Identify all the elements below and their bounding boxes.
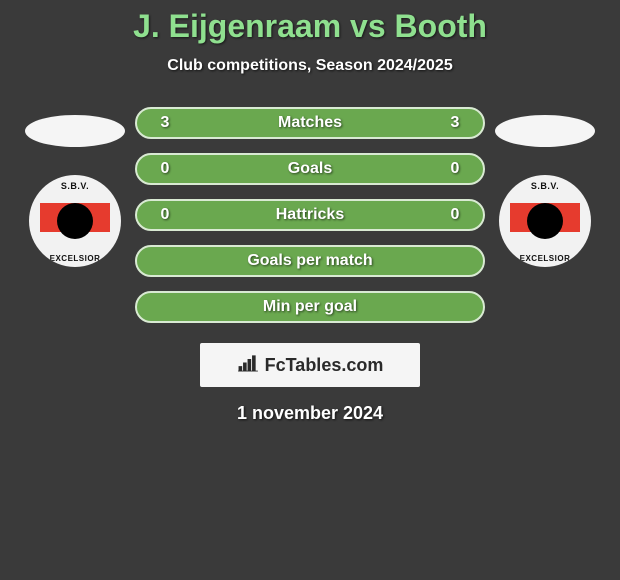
comparison-body: S.B.V. EXCELSIOR 3 Matches 3 0 Goals 0 0 Hattri… bbox=[0, 107, 620, 323]
left-player-column: S.B.V. EXCELSIOR bbox=[15, 107, 135, 267]
stat-pill: 0 Goals 0 bbox=[135, 153, 485, 185]
stat-label: Goals per match bbox=[247, 252, 372, 270]
crest-top-text: S.B.V. bbox=[29, 181, 121, 191]
stat-right-value: 0 bbox=[445, 160, 465, 178]
left-player-photo-placeholder bbox=[25, 115, 125, 147]
stat-pill: Min per goal bbox=[135, 291, 485, 323]
stat-pill: 0 Hattricks 0 bbox=[135, 199, 485, 231]
stat-right-value: 0 bbox=[445, 206, 465, 224]
stat-label: Min per goal bbox=[263, 298, 357, 316]
stat-pill: 3 Matches 3 bbox=[135, 107, 485, 139]
left-club-crest: S.B.V. EXCELSIOR bbox=[29, 175, 121, 267]
right-club-crest: S.B.V. EXCELSIOR bbox=[499, 175, 591, 267]
crest-top-text: S.B.V. bbox=[499, 181, 591, 191]
comparison-title: J. Eijgenraam vs Booth bbox=[133, 8, 487, 45]
right-player-column: S.B.V. EXCELSIOR bbox=[485, 107, 605, 267]
stat-left-value: 0 bbox=[155, 160, 175, 178]
stat-label: Hattricks bbox=[276, 206, 344, 224]
watermark-badge: FcTables.com bbox=[200, 343, 420, 387]
stat-right-value: 3 bbox=[445, 114, 465, 132]
stat-left-value: 3 bbox=[155, 114, 175, 132]
crest-bottom-text: EXCELSIOR bbox=[499, 254, 591, 263]
chart-icon bbox=[237, 354, 259, 377]
stat-label: Matches bbox=[278, 114, 342, 132]
watermark-text: FcTables.com bbox=[265, 355, 384, 376]
right-player-photo-placeholder bbox=[495, 115, 595, 147]
stat-pill: Goals per match bbox=[135, 245, 485, 277]
stat-left-value: 0 bbox=[155, 206, 175, 224]
crest-bottom-text: EXCELSIOR bbox=[29, 254, 121, 263]
stat-pill-list: 3 Matches 3 0 Goals 0 0 Hattricks 0 Goals per mat… bbox=[135, 107, 485, 323]
stat-label: Goals bbox=[288, 160, 332, 178]
comparison-subtitle: Club competitions, Season 2024/2025 bbox=[167, 57, 452, 75]
snapshot-date: 1 november 2024 bbox=[237, 403, 383, 424]
